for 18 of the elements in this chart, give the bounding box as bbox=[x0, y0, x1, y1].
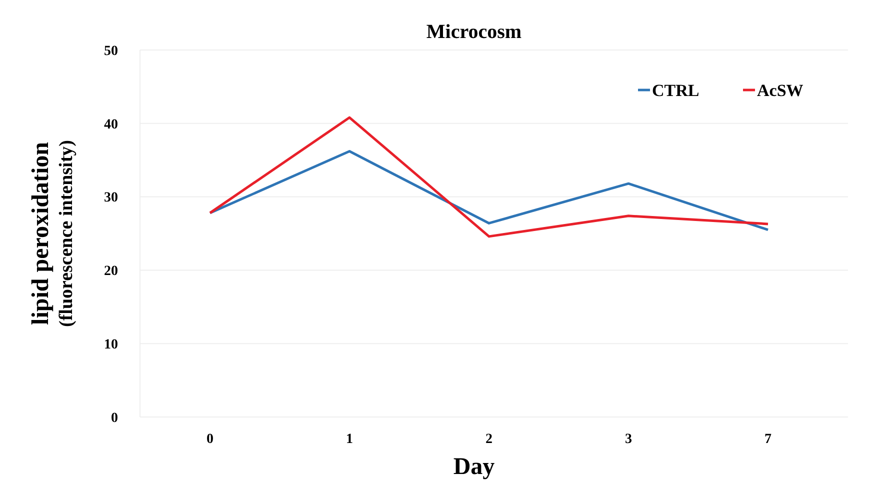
x-tick-label: 0 bbox=[206, 432, 214, 447]
y-tick-label: 10 bbox=[104, 338, 118, 352]
y-tick-label: 20 bbox=[104, 264, 118, 280]
y-tick-label: 0 bbox=[111, 410, 118, 426]
x-tick-label: 2 bbox=[486, 432, 492, 447]
x-tick-label: 3 bbox=[625, 432, 632, 447]
line-series bbox=[208, 150, 770, 232]
y-tick-label: 50 bbox=[104, 44, 118, 59]
x-tick-label: 1 bbox=[346, 432, 353, 447]
chart-title: Microcosm bbox=[426, 21, 522, 43]
x-axis-title: Day bbox=[453, 454, 495, 480]
y-tick-label: 30 bbox=[104, 190, 118, 206]
y-tick-label: 40 bbox=[104, 117, 118, 132]
legend-label: AcSW bbox=[757, 80, 804, 100]
y-axis-title: lipid peroxidation (fluorescence intensity) bbox=[28, 140, 77, 327]
x-tick-label: 7 bbox=[764, 432, 772, 447]
legend-label: CTRL bbox=[652, 80, 700, 100]
line-series bbox=[208, 116, 770, 238]
